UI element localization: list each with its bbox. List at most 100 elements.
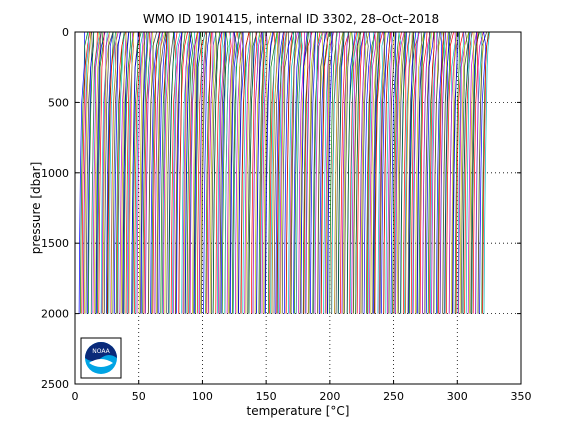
profile-line (317, 32, 326, 314)
profile-line (483, 32, 490, 314)
profile-line (147, 32, 158, 314)
profile-line (201, 32, 208, 314)
profile-line (271, 32, 278, 314)
profile-line (320, 32, 328, 314)
profile-line (103, 32, 114, 314)
profile-line (303, 32, 313, 314)
profile-line (163, 32, 170, 314)
profile-line (186, 32, 194, 314)
profile-line (151, 32, 161, 314)
profile-line (455, 32, 464, 314)
profiles (78, 32, 490, 314)
profile-line (451, 32, 460, 314)
profile-line (98, 32, 105, 314)
profile-line (405, 32, 413, 314)
profile-line (469, 32, 475, 314)
profile-line (182, 32, 191, 314)
profile-line (217, 32, 226, 314)
profile-line (100, 32, 108, 314)
profile-line (85, 32, 93, 314)
profile-line (446, 32, 454, 314)
profile-line (278, 32, 287, 314)
logo-top-icon (85, 342, 117, 361)
profile-line (238, 32, 244, 314)
profile-line (422, 32, 431, 314)
profile-line (387, 32, 393, 314)
profile-line (436, 32, 443, 314)
profile-line (138, 32, 147, 314)
profile-line (356, 32, 365, 314)
profile-line (132, 32, 142, 314)
profile-line (425, 32, 435, 314)
profile-line (215, 32, 223, 314)
profile-line (462, 32, 470, 314)
profile-line (172, 32, 181, 314)
profile-line (395, 32, 405, 314)
profile-line (295, 32, 303, 314)
profile-line (87, 32, 94, 314)
profile-line (337, 32, 345, 314)
profile-line (178, 32, 188, 314)
profile-line (123, 32, 131, 314)
profile-line (379, 32, 386, 314)
profile-line (367, 32, 374, 314)
profile-line (203, 32, 210, 314)
profile-line (134, 32, 141, 314)
profile-line (88, 32, 95, 314)
profile-line (344, 32, 350, 314)
profile-line (433, 32, 441, 314)
profile-line (251, 32, 258, 314)
profile-line (448, 32, 456, 314)
x-tick-label: 50 (132, 390, 146, 403)
profile-line (459, 32, 470, 314)
profile-line (429, 32, 435, 314)
profile-line (341, 32, 350, 314)
profile-line (189, 32, 199, 314)
profile-line (452, 32, 459, 314)
profile-line (390, 32, 397, 314)
x-tick-label: 200 (319, 390, 340, 403)
y-tick-label: 1500 (41, 237, 69, 250)
profile-line (402, 32, 411, 314)
profile-line (242, 32, 252, 314)
profile-line (170, 32, 178, 314)
profile-line (97, 32, 104, 314)
profile-line (372, 32, 379, 314)
profile-line (254, 32, 262, 314)
profile-line (288, 32, 295, 314)
profile-line (275, 32, 284, 314)
profile-line (335, 32, 344, 314)
profile-line (264, 32, 275, 314)
profile-line (221, 32, 229, 314)
profile-line (113, 32, 121, 314)
profile-line (349, 32, 358, 314)
profile-line (479, 32, 487, 314)
profile-line (194, 32, 200, 314)
profile-line (417, 32, 426, 314)
profile-line (84, 32, 92, 314)
profile-line (327, 32, 333, 314)
profile-line (192, 32, 199, 314)
profile-line (298, 32, 306, 314)
profile-line (135, 32, 144, 314)
profile-line (212, 32, 221, 314)
profile-line (181, 32, 190, 314)
profile-line (200, 32, 208, 314)
profile-line (156, 32, 167, 314)
profile-line (361, 32, 369, 314)
profile-line (293, 32, 300, 314)
profile-line (273, 32, 281, 314)
profile-line (418, 32, 425, 314)
profile-line (482, 32, 490, 314)
profile-line (294, 32, 301, 314)
profile-line (409, 32, 415, 314)
profile-line (208, 32, 214, 314)
profile-line (91, 32, 101, 314)
profile-line (270, 32, 279, 314)
profile-line (419, 32, 428, 314)
profile-line (305, 32, 311, 314)
profile-line (152, 32, 161, 314)
profile-line (112, 32, 122, 314)
profile-line (184, 32, 192, 314)
profile-line (142, 32, 149, 314)
